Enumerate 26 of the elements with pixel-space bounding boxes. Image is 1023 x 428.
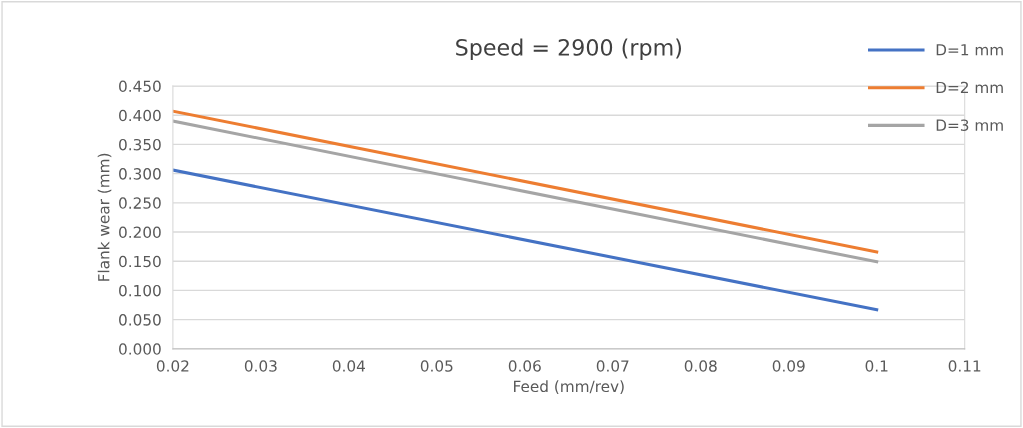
y-tick-label: 0.300	[119, 168, 161, 180]
y-tick-label: 0.450	[119, 80, 161, 93]
y-tick-label: 0.250	[119, 197, 161, 209]
y-tick-label: 0.150	[119, 255, 161, 268]
x-tick-label: 0.04	[332, 360, 365, 372]
legend-label: D=1 mm	[936, 44, 1003, 56]
y-tick-label: 0.050	[119, 314, 161, 326]
y-tick-label: 0.100	[119, 284, 161, 297]
x-tick-label: 0.03	[244, 360, 277, 372]
x-tick-label: 0.1	[865, 360, 888, 372]
y-tick-label: 0.400	[119, 109, 161, 122]
y-tick-label: 0.200	[119, 226, 161, 239]
x-tick-label: 0.08	[684, 360, 717, 372]
y-tick-label: 0.350	[119, 138, 161, 151]
y-axis-title: Flank wear (mm)	[97, 153, 112, 281]
y-tick-label: 0.000	[119, 343, 161, 355]
x-tick-label: 0.09	[772, 360, 805, 372]
x-tick-label: 0.06	[508, 360, 541, 372]
x-tick-label: 0.05	[420, 360, 453, 372]
x-tick-label: 0.02	[156, 360, 189, 372]
legend-label: D=3 mm	[936, 119, 1003, 131]
x-tick-label: 0.11	[948, 360, 981, 372]
legend-label: D=2 mm	[936, 81, 1003, 94]
chart-title: Speed = 2900 (rpm)	[456, 38, 681, 61]
x-axis-title: Feed (mm/rev)	[514, 380, 624, 394]
x-tick-label: 0.07	[596, 360, 629, 372]
